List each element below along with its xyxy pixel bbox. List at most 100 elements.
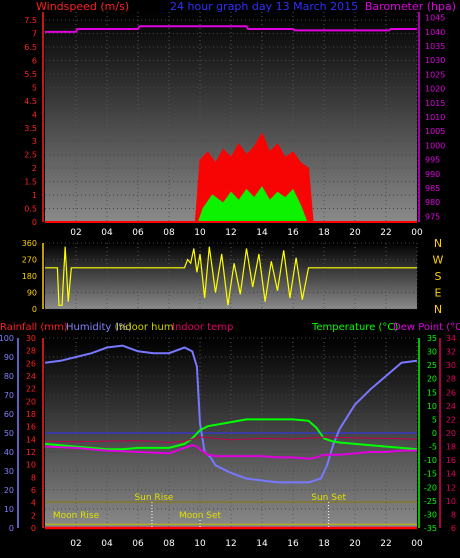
x-tick-label: 10: [194, 228, 206, 238]
humidity-tick-label: 80: [4, 372, 14, 381]
temperature-tick-label: -30: [424, 510, 437, 519]
windspeed-tick-label: 4.5: [24, 97, 37, 106]
barometer-axis-label: Barometer (hpa): [365, 0, 456, 13]
windspeed-tick-label: 2: [32, 164, 37, 173]
humidity-tick-label: 90: [4, 353, 14, 362]
humidity-tick-label: 60: [4, 410, 14, 419]
windspeed-tick-label: 4: [32, 110, 37, 119]
rainfall-tick-label: 18: [26, 410, 36, 419]
rainfall-tick-label: 6: [31, 486, 36, 495]
windspeed-tick-label: 7: [32, 30, 37, 39]
direction-tick-label: 360: [22, 239, 37, 248]
humidity-tick-label: 40: [4, 448, 14, 457]
x-tick-label: 18: [318, 228, 330, 238]
direction-tick-label: 90: [27, 289, 37, 298]
humidity-tick-label: 30: [4, 467, 14, 476]
temperature-tick-label: 10: [427, 402, 437, 411]
barometer-tick-label: 1020: [425, 85, 445, 94]
x-tick-label: 06: [132, 228, 144, 238]
rainfall-tick-label: 22: [26, 385, 36, 394]
indoor-temp-tick-label: 34: [446, 334, 456, 343]
humidity-tick-label: 50: [4, 429, 14, 438]
indoor-temp-tick-label: 6: [451, 524, 456, 533]
x-tick-label: 12: [225, 539, 236, 549]
astro-annotations: Sun Rise Sun Set Moon Rise Moon Set: [45, 493, 417, 528]
dew-point-line: [44, 444, 417, 460]
rainfall-tick-label: 20: [26, 397, 36, 406]
rainfall-tick-label: 2: [31, 511, 36, 520]
barometer-tick-label: 1010: [425, 113, 445, 122]
barometer-tick-label: 1015: [425, 99, 445, 108]
x-tick-label: 14: [256, 539, 268, 549]
indoor-temp-line: [44, 436, 418, 444]
indoor-temp-tick-label: 16: [446, 456, 456, 465]
indoor-temp-tick-label: 18: [446, 443, 456, 452]
temperature-tick-label: 15: [427, 388, 437, 397]
temperature-tick-label: 5: [432, 415, 437, 424]
wind-baro-ticks: 02 04 06 08 10 12 14 16 18 20 22 0000.511.522.533.5…: [24, 12, 445, 238]
indoor-temp-tick-label: 32: [446, 348, 456, 357]
x-tick-label: 16: [287, 539, 299, 549]
rainfall-tick-label: 30: [26, 334, 36, 343]
rainfall-tick-label: 10: [26, 461, 36, 470]
dew-point-axis-label: Dew Point (°C): [393, 322, 460, 333]
temperature-tick-label: -5: [429, 443, 437, 452]
wind-speed-area: [197, 186, 308, 223]
compass-label: N: [434, 303, 442, 316]
temperature-tick-label: -35: [424, 524, 437, 533]
temperature-tick-label: 25: [427, 361, 437, 370]
indoor-temp-tick-label: 26: [446, 388, 456, 397]
rainfall-tick-label: 26: [26, 359, 36, 368]
x-tick-label: 14: [256, 228, 268, 238]
wind-baro-series: [45, 25, 417, 223]
humidity-line: [44, 344, 418, 484]
rainfall-tick-label: 0: [31, 524, 36, 533]
x-tick-label: 22: [380, 228, 391, 238]
indoor-temp-tick-label: 30: [446, 361, 456, 370]
rainfall-tick-label: 12: [26, 448, 36, 457]
temperature-line: [44, 418, 418, 451]
indoor-temp-tick-label: 28: [446, 375, 456, 384]
windspeed-tick-label: 3: [32, 137, 37, 146]
indoor-temp-tick-label: 12: [446, 483, 456, 492]
x-tick-label: 20: [349, 539, 361, 549]
x-tick-label: 00: [411, 228, 423, 238]
windspeed-tick-label: 6.5: [24, 43, 37, 52]
temp-humidity-series: [44, 344, 418, 530]
humidity-tick-label: 10: [4, 505, 14, 514]
indoor-temp-tick-label: 8: [451, 510, 456, 519]
rainfall-tick-label: 4: [31, 499, 36, 508]
barometer-tick-label: 995: [425, 156, 440, 165]
barometer-tick-label: 990: [425, 170, 440, 179]
indoor-temp-tick-label: 22: [446, 415, 456, 424]
direction-tick-label: 0: [32, 305, 37, 314]
rainfall-tick-label: 8: [31, 473, 36, 482]
windspeed-tick-label: 0: [32, 218, 37, 227]
compass-label: N: [434, 237, 442, 250]
barometer-tick-label: 985: [425, 184, 440, 193]
rainfall-axis-label: Rainfall (mm): [0, 322, 68, 333]
wind-direction-line: [45, 246, 417, 306]
temperature-tick-label: 30: [427, 348, 437, 357]
temperature-tick-label: 20: [427, 375, 437, 384]
x-tick-label: 02: [70, 228, 81, 238]
rainfall-tick-label: 16: [26, 423, 36, 432]
barometer-tick-label: 1005: [425, 127, 445, 136]
barometer-tick-label: 1000: [425, 141, 445, 150]
windspeed-tick-label: 7.5: [24, 16, 37, 25]
compass-label: E: [435, 287, 442, 300]
temperature-axis-label: Temperature (°C): [311, 322, 398, 333]
compass-label: S: [435, 270, 442, 283]
barometer-tick-label: 1025: [425, 70, 445, 79]
moon-rise-label: Moon Rise: [53, 511, 100, 521]
humidity-tick-label: 20: [4, 486, 14, 495]
windspeed-tick-label: 1.5: [24, 178, 37, 187]
barometer-tick-label: 1040: [425, 28, 445, 37]
x-tick-label: 18: [318, 539, 330, 549]
wind-direction-series: [45, 246, 417, 306]
rainfall-tick-label: 14: [26, 435, 36, 444]
x-tick-label: 08: [163, 228, 175, 238]
windspeed-tick-label: 0.5: [24, 205, 37, 214]
